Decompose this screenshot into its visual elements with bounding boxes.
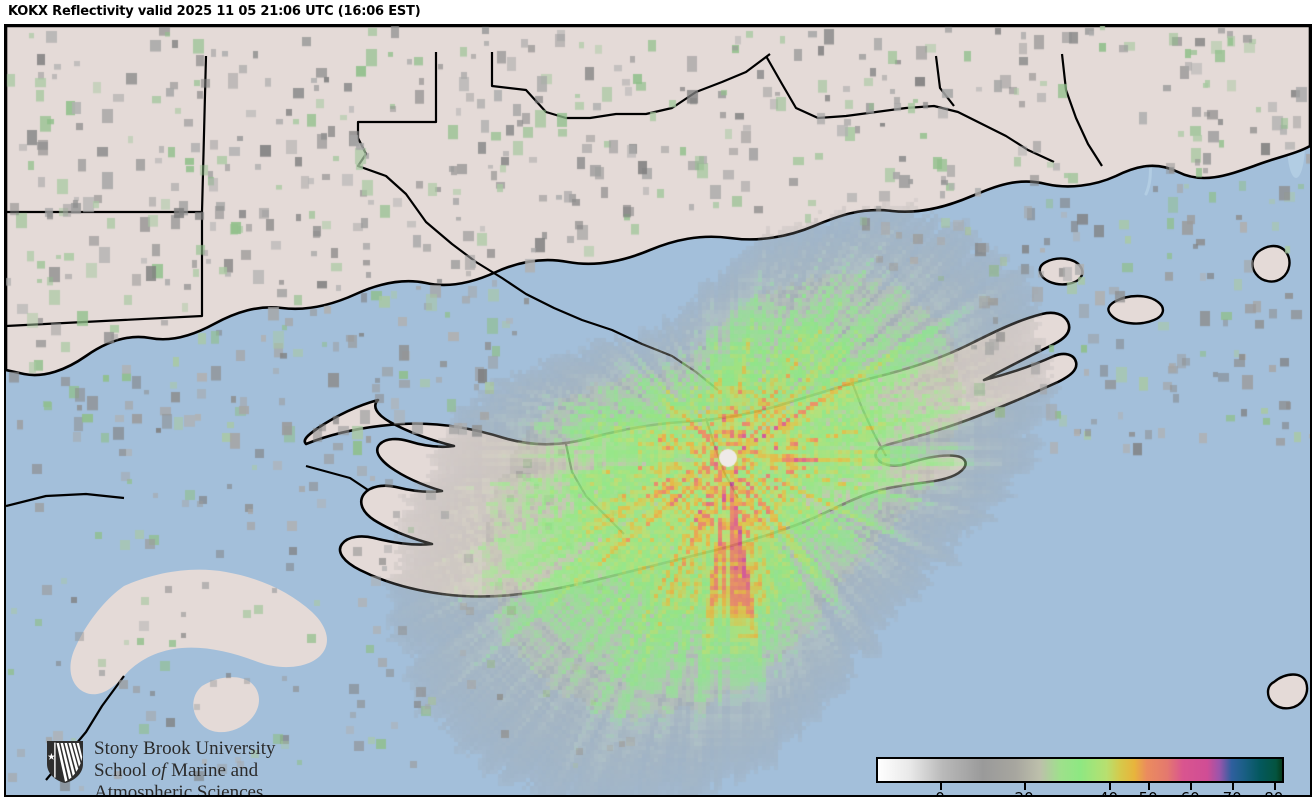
radar-reflectivity-layer bbox=[6, 26, 1310, 795]
colorbar-tick-label: 40 bbox=[1099, 789, 1118, 795]
colorbar-tick-label: 80 bbox=[1264, 789, 1283, 795]
colorbar-gradient-box bbox=[876, 757, 1284, 783]
radar-map: Stony Brook University School of Marine … bbox=[6, 26, 1310, 795]
colorbar-ticks bbox=[876, 783, 1284, 791]
colorbar-tick-label: 0 bbox=[935, 789, 945, 795]
title-bar: KOKX Reflectivity valid 2025 11 05 21:06… bbox=[0, 0, 1316, 24]
colorbar-tick-label: 70 bbox=[1223, 789, 1242, 795]
page-title: KOKX Reflectivity valid 2025 11 05 21:06… bbox=[8, 4, 421, 19]
colorbar-tick bbox=[940, 783, 943, 790]
reflectivity-colorbar: 0 20 40 50 60 70 80 bbox=[876, 757, 1288, 795]
colorbar-tick bbox=[1108, 783, 1111, 790]
colorbar-tick bbox=[1273, 783, 1276, 790]
colorbar-gradient bbox=[878, 759, 1282, 781]
colorbar-tick-labels: 0 20 40 50 60 70 80 bbox=[876, 789, 1284, 795]
colorbar-tick-label: 60 bbox=[1181, 789, 1200, 795]
radar-map-frame: Stony Brook University School of Marine … bbox=[4, 24, 1312, 797]
colorbar-tick bbox=[1024, 783, 1027, 790]
colorbar-tick-label: 50 bbox=[1139, 789, 1158, 795]
colorbar-tick bbox=[1190, 783, 1193, 790]
colorbar-tick bbox=[1148, 783, 1151, 790]
colorbar-tick-label: 20 bbox=[1015, 789, 1034, 795]
colorbar-tick bbox=[1232, 783, 1235, 790]
